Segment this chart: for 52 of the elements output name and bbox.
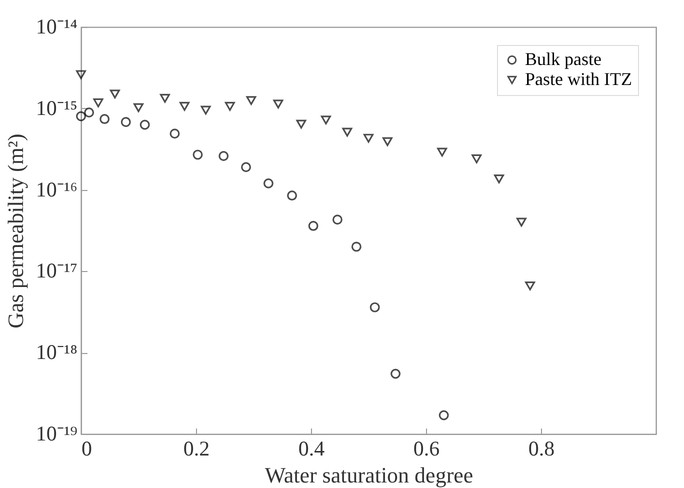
point (100, 114, 110, 124)
point (370, 302, 380, 312)
legend-label: Bulk paste (525, 49, 602, 69)
x-tick-label: 0.4 (298, 436, 326, 460)
point (200, 106, 211, 115)
point (170, 128, 180, 139)
legend-label: Paste with ITZ (525, 69, 632, 89)
x-tick-label: 0 (82, 436, 92, 460)
point (364, 134, 374, 143)
point (351, 242, 362, 252)
point (84, 108, 94, 118)
point (180, 102, 190, 111)
point (296, 120, 306, 129)
point (342, 128, 352, 137)
point (332, 214, 342, 225)
y-tick-label: 10⁻¹⁶ (36, 177, 78, 202)
y-tick-label: 10⁻¹⁹ (36, 422, 78, 446)
x-tick-label: 0.6 (413, 436, 440, 460)
point (308, 220, 318, 231)
x-axis-title: Water saturation degree (264, 462, 474, 488)
point (472, 154, 482, 164)
point (218, 151, 229, 161)
y-tick-label: 10⁻¹⁸ (36, 340, 78, 364)
point (192, 150, 203, 160)
point (93, 98, 104, 108)
point (273, 100, 284, 108)
point (160, 94, 170, 103)
y-axis-title: Gas permeability (m²) (2, 134, 28, 328)
point (76, 70, 86, 80)
point (263, 178, 274, 188)
y-tick-label: 10⁻¹⁵ (36, 96, 78, 120)
x-tick-label: 0.8 (528, 436, 555, 460)
point (320, 116, 331, 124)
y-tick-label: 10⁻¹⁴ (36, 14, 78, 38)
point (382, 137, 392, 146)
point (140, 120, 150, 130)
point (516, 218, 526, 227)
point (241, 162, 252, 172)
point (76, 111, 86, 122)
point (494, 174, 504, 184)
point (120, 117, 131, 128)
point (525, 281, 536, 290)
point (224, 102, 235, 111)
x-tick-label: 0.2 (183, 436, 210, 460)
point (438, 410, 449, 420)
point (390, 368, 401, 379)
point (437, 148, 448, 157)
point (246, 96, 256, 105)
point (110, 90, 120, 98)
point (287, 190, 298, 201)
point (134, 103, 144, 112)
y-tick-label: 10⁻¹⁷ (36, 258, 78, 283)
